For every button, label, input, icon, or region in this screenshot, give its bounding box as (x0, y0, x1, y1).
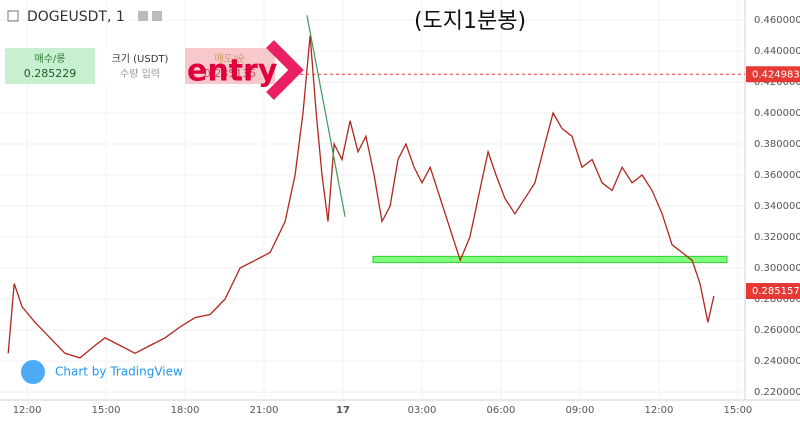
y-tick-label: 0.240000 (754, 356, 800, 367)
watermark: Chart by TradingView (55, 365, 183, 379)
sell-box[interactable] (185, 48, 275, 84)
x-tick-label: 21:00 (250, 405, 279, 416)
x-tick-label: 09:00 (566, 405, 595, 416)
y-tick-label: 0.300000 (754, 263, 800, 274)
size-placeholder: 수량 입력 (120, 67, 160, 80)
size-label: 크기 (USDT) (112, 53, 169, 65)
trendline (306, 15, 346, 217)
settings-icon[interactable] (152, 11, 162, 21)
sell-label: 매도/숏 (215, 53, 246, 65)
support-zone (372, 255, 728, 264)
x-tick-label: 03:00 (408, 405, 437, 416)
y-tick-label: 0.280000 (754, 294, 800, 305)
y-tick-label: 0.380000 (754, 139, 800, 150)
last-price-box (746, 283, 800, 300)
entry-price-box (746, 66, 800, 83)
y-tick-label: 0.320000 (754, 232, 800, 243)
y-tick-label: 0.420000 (754, 77, 800, 88)
entry-annotation: entry (187, 54, 278, 89)
entry-price-label: 0.424983 (752, 69, 800, 80)
chart-title: (도지1분봉) (414, 9, 526, 34)
x-tick-label: 18:00 (171, 405, 200, 416)
x-tick-label: 17 (336, 405, 350, 416)
last-price-label: 0.285157 (752, 286, 800, 297)
y-tick-label: 0.220000 (754, 387, 800, 398)
entry-arrow (266, 40, 304, 100)
x-tick-label: 15:00 (92, 405, 121, 416)
x-tick-label: 12:00 (645, 405, 674, 416)
settings-icon[interactable] (138, 11, 148, 21)
buy-box[interactable] (5, 48, 95, 84)
y-tick-label: 0.400000 (754, 108, 800, 119)
x-tick-label: 12:00 (13, 405, 42, 416)
buy-price: 0.285229 (24, 67, 77, 80)
y-tick-label: 0.460000 (754, 15, 800, 26)
size-box[interactable] (95, 48, 185, 84)
sell-price: 0.285135 (204, 67, 257, 80)
x-tick-label: 15:00 (723, 405, 752, 416)
x-tick-label: 06:00 (487, 405, 516, 416)
y-tick-label: 0.360000 (754, 170, 800, 181)
price-line (7, 35, 715, 359)
y-tick-label: 0.260000 (754, 325, 800, 336)
y-tick-label: 0.440000 (754, 46, 800, 57)
buy-label: 매수/롱 (35, 53, 66, 65)
menu-icon[interactable] (7, 10, 19, 22)
y-tick-label: 0.340000 (754, 201, 800, 212)
symbol: DOGEUSDT, 1 (27, 9, 125, 25)
tv-logo (21, 360, 45, 384)
